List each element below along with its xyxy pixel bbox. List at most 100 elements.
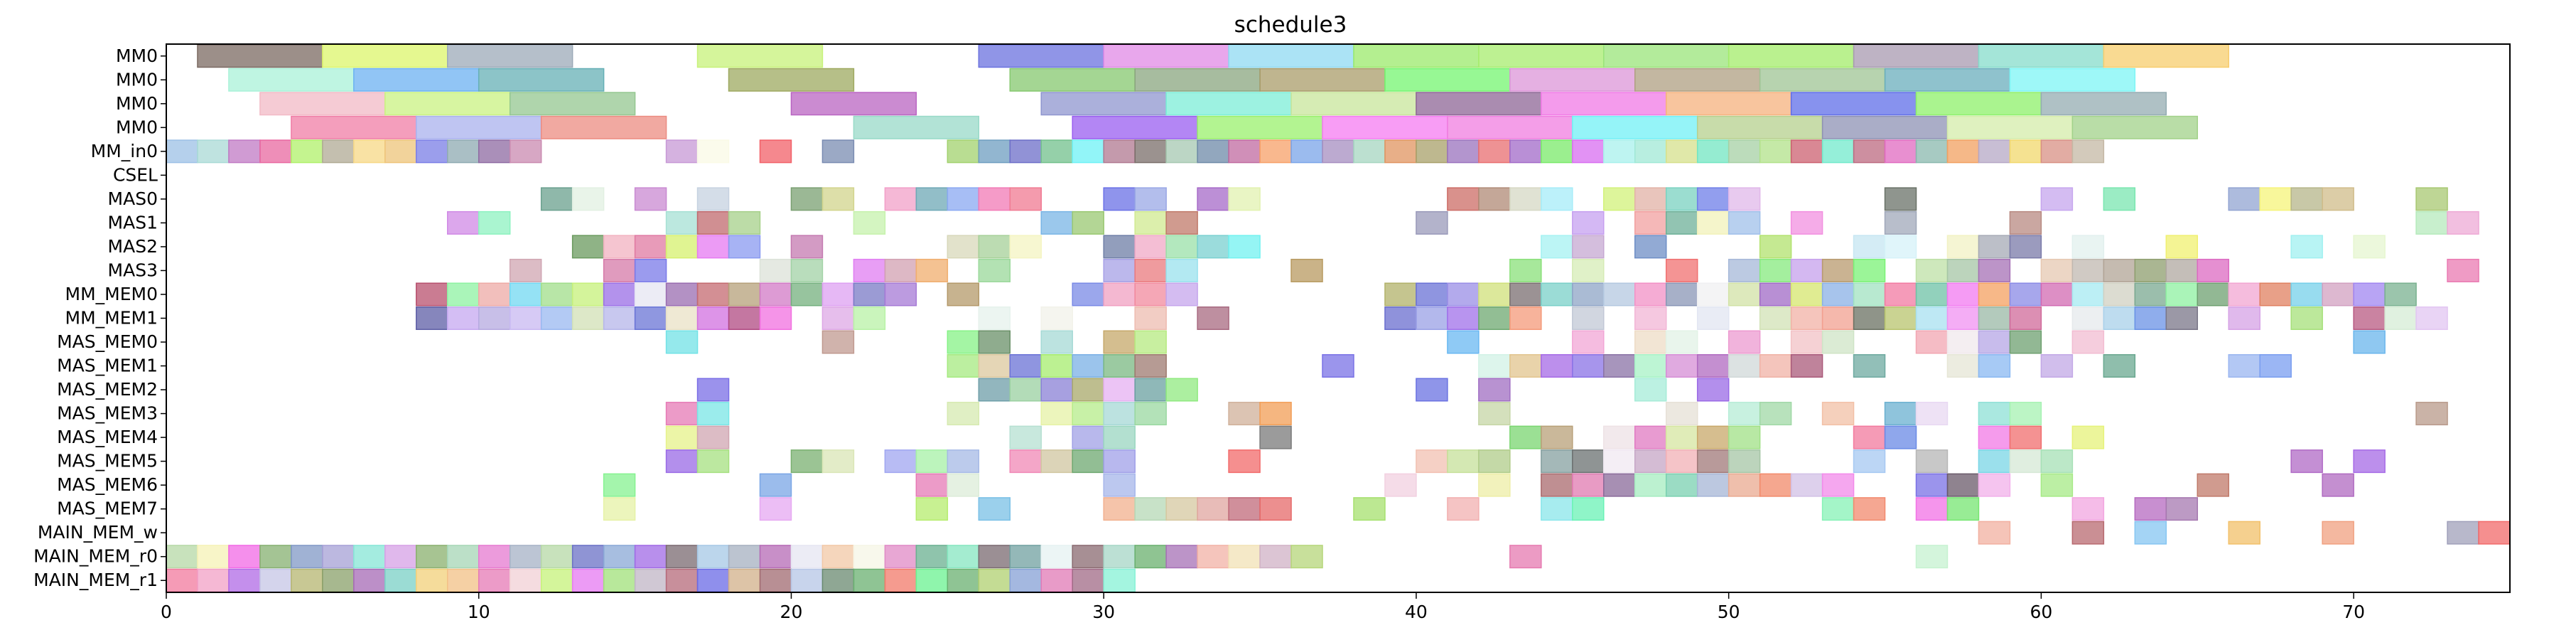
gantt-bar bbox=[1665, 258, 1698, 282]
gantt-bar bbox=[1478, 378, 1511, 402]
gantt-bar bbox=[2290, 306, 2323, 331]
gantt-bar bbox=[1946, 497, 1980, 521]
gantt-bar bbox=[634, 235, 667, 259]
gantt-bar bbox=[228, 68, 355, 92]
gantt-bar bbox=[665, 282, 699, 306]
gantt-bar bbox=[603, 473, 636, 497]
x-tick-label: 70 bbox=[2342, 602, 2365, 622]
gantt-bar bbox=[1478, 402, 1511, 426]
gantt-bar bbox=[291, 139, 323, 164]
gantt-bar bbox=[2134, 282, 2167, 306]
gantt-bar bbox=[1103, 402, 1136, 426]
gantt-bar bbox=[1103, 235, 1136, 259]
gantt-bar bbox=[1134, 210, 1167, 235]
gantt-bar bbox=[603, 568, 636, 592]
gantt-bar bbox=[1134, 545, 1167, 569]
gantt-bar bbox=[509, 568, 542, 592]
y-axis-labels: MM0 MM0 MM0 MM0 MM_in0 CSEL MAS0 MAS1 MAS2 MAS3 MM… bbox=[33, 46, 166, 590]
gantt-bar bbox=[1572, 306, 1605, 331]
gantt-bar bbox=[1728, 210, 1761, 235]
gantt-bar bbox=[2447, 258, 2479, 282]
gantt-bar bbox=[571, 568, 605, 592]
gantt-bar bbox=[1478, 187, 1511, 211]
gantt-bar bbox=[416, 306, 448, 331]
gantt-bar bbox=[790, 545, 824, 569]
gantt-bar bbox=[2228, 187, 2260, 211]
y-tick-label: MAS3 bbox=[108, 260, 158, 280]
gantt-bar bbox=[1103, 354, 1136, 378]
gantt-bar bbox=[1634, 306, 1667, 331]
gantt-bar bbox=[509, 139, 542, 164]
gantt-bar bbox=[228, 568, 261, 592]
gantt-bar bbox=[915, 545, 949, 569]
gantt-bar bbox=[2165, 306, 2199, 331]
gantt-bar bbox=[2384, 306, 2417, 331]
gantt-bar bbox=[696, 425, 730, 449]
gantt-bar bbox=[1915, 545, 1949, 569]
gantt-bar bbox=[2353, 449, 2386, 474]
gantt-bar bbox=[603, 282, 636, 306]
gantt-bar bbox=[1040, 306, 1073, 331]
gantt-bar bbox=[322, 545, 355, 569]
gantt-bar bbox=[1946, 354, 1980, 378]
gantt-bar bbox=[1634, 378, 1667, 402]
gantt-bar bbox=[2009, 306, 2042, 331]
gantt-bar bbox=[947, 330, 980, 354]
gantt-bar bbox=[1696, 115, 1823, 139]
gantt-bar bbox=[1572, 354, 1605, 378]
gantt-bar bbox=[1072, 210, 1104, 235]
gantt-bar bbox=[384, 545, 417, 569]
gantt-bar bbox=[759, 473, 792, 497]
gantt-bar bbox=[1228, 139, 1261, 164]
gantt-bar bbox=[2165, 258, 2199, 282]
gantt-bar bbox=[1790, 92, 1917, 116]
gantt-bar bbox=[1509, 187, 1542, 211]
gantt-bar bbox=[1134, 187, 1167, 211]
gantt-bar bbox=[634, 568, 667, 592]
gantt-bar bbox=[353, 545, 386, 569]
gantt-bar bbox=[884, 187, 917, 211]
gantt-bar bbox=[2103, 306, 2136, 331]
gantt-bar bbox=[2322, 187, 2354, 211]
gantt-bar bbox=[947, 354, 980, 378]
gantt-bar bbox=[478, 68, 605, 92]
gantt-bar bbox=[1915, 139, 1949, 164]
gantt-bar bbox=[1665, 402, 1698, 426]
gantt-bar bbox=[1478, 139, 1511, 164]
gantt-bar bbox=[1978, 521, 2011, 545]
gantt-bar bbox=[540, 545, 573, 569]
gantt-bar bbox=[1696, 473, 1730, 497]
gantt-bar bbox=[2197, 282, 2229, 306]
gantt-bar bbox=[978, 378, 1011, 402]
gantt-bar bbox=[2071, 497, 2105, 521]
gantt-bar bbox=[1572, 282, 1605, 306]
gantt-bar bbox=[1447, 497, 1480, 521]
gantt-bar bbox=[2103, 258, 2136, 282]
gantt-bar bbox=[1134, 378, 1167, 402]
gantt-bar bbox=[1603, 187, 1636, 211]
y-tick-label: MAIN_MEM_r0 bbox=[33, 546, 158, 567]
gantt-bar bbox=[1103, 378, 1136, 402]
gantt-bar bbox=[1821, 282, 1855, 306]
gantt-bar bbox=[2415, 402, 2448, 426]
gantt-bar bbox=[1165, 258, 1198, 282]
gantt-bar bbox=[1040, 449, 1073, 474]
gantt-bar bbox=[1290, 139, 1323, 164]
gantt-bar bbox=[384, 92, 511, 116]
gantt-bar bbox=[1915, 330, 1949, 354]
gantt-bar bbox=[1040, 92, 1167, 116]
gantt-bar bbox=[1634, 282, 1667, 306]
gantt-bar bbox=[1603, 139, 1636, 164]
gantt-bar bbox=[1853, 425, 1886, 449]
gantt-bar bbox=[1728, 473, 1761, 497]
gantt-bar bbox=[1759, 402, 1792, 426]
x-tick-label: 30 bbox=[1092, 602, 1115, 622]
gantt-bar bbox=[978, 354, 1011, 378]
gantt-bar bbox=[978, 568, 1011, 592]
gantt-bar bbox=[1416, 92, 1542, 116]
gantt-bar bbox=[1009, 139, 1042, 164]
gantt-bar bbox=[416, 545, 448, 569]
gantt-bar bbox=[1541, 449, 1573, 474]
gantt-bar bbox=[1884, 235, 1917, 259]
y-tick-label: MAS1 bbox=[108, 212, 158, 233]
